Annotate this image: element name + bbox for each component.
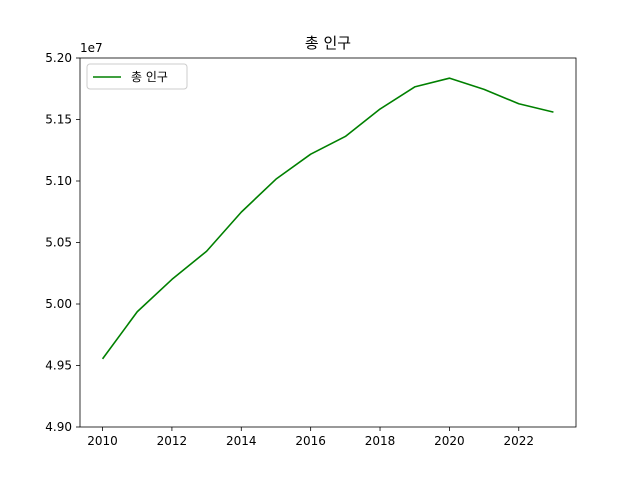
y-tick-label: 5.05 (45, 236, 72, 250)
x-tick-label: 2010 (87, 434, 118, 448)
y-tick-label: 5.15 (45, 113, 72, 127)
legend: 총 인구 (86, 63, 188, 90)
legend-label: 총 인구 (131, 70, 168, 84)
y-tick-label: 5.10 (45, 174, 72, 188)
chart-title: 총 인구 (305, 34, 351, 52)
y-tick-label: 4.95 (45, 359, 72, 373)
legend-box (86, 63, 188, 90)
series-layer (101, 77, 554, 360)
x-tick-label: 2014 (226, 434, 257, 448)
x-tick-label: 2018 (365, 434, 396, 448)
series-line (101, 77, 554, 360)
x-tick-label: 2022 (503, 434, 534, 448)
y-axis: 4.90 4.95 5.00 5.05 5.10 5.15 5.20 (45, 51, 80, 434)
y-tick-label: 5.20 (45, 51, 72, 65)
x-tick-label: 2012 (157, 434, 188, 448)
y-tick-label: 4.90 (45, 420, 72, 434)
plot-frame (79, 57, 577, 428)
x-axis: 2010 2012 2014 2016 2018 2020 2022 (87, 427, 534, 448)
x-tick-label: 2016 (295, 434, 326, 448)
x-tick-label: 2020 (434, 434, 465, 448)
y-tick-label: 5.00 (45, 297, 72, 311)
y-offset-label: 1e7 (80, 41, 103, 55)
